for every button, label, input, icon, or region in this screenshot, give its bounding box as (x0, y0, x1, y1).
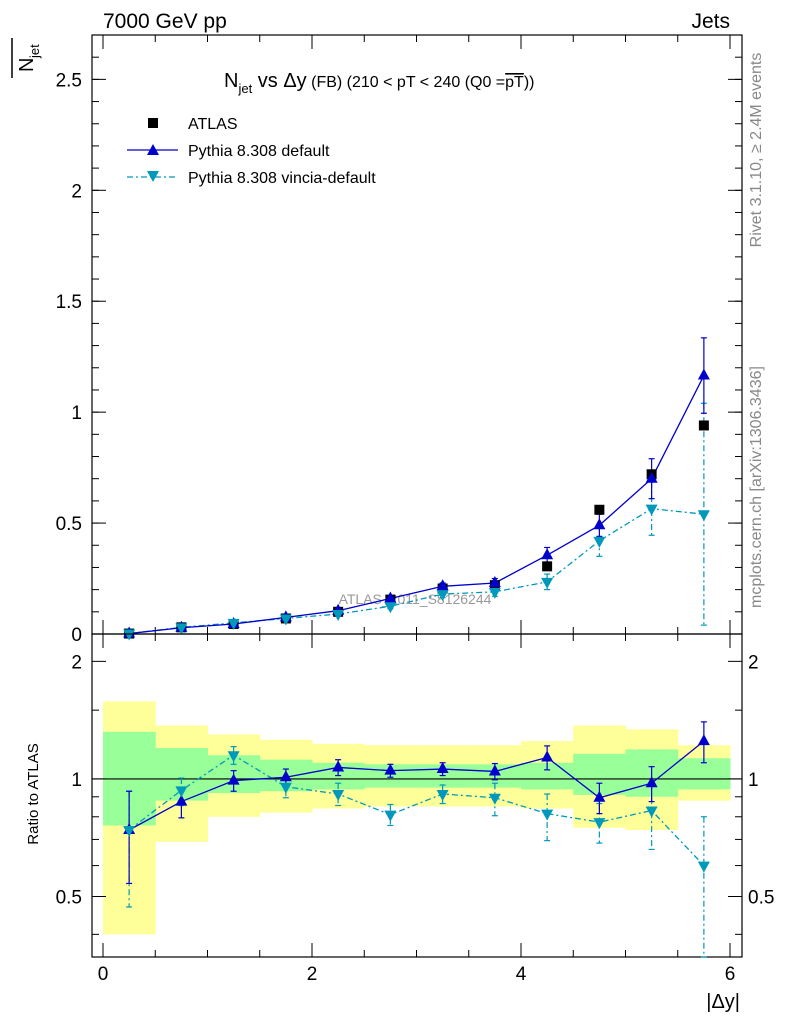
ratio-vincia-point (697, 861, 710, 873)
main-vincia-point (384, 602, 397, 614)
main-y-tick-label: 1 (71, 403, 82, 424)
main-y-label: N jet (11, 38, 42, 78)
ratio-y-tick-label-right: 1 (748, 770, 759, 791)
ratio-vincia-point (593, 818, 606, 830)
main-atlas-point (542, 561, 553, 572)
x-axis-label: |Δy| (706, 991, 740, 1013)
ratio-vincia-point (541, 809, 554, 821)
ratio-default-point (436, 762, 449, 774)
main-vincia-point (645, 504, 658, 516)
ratio-default-point (175, 794, 188, 806)
mcplots-label: mcplots.cern.ch [arXiv:1306.3436] (748, 366, 765, 608)
ratio-x-tick-label: 0 (98, 964, 109, 985)
ratio-vincia-point (436, 789, 449, 801)
main-y-label-n: N (16, 58, 38, 72)
main-vincia-point (279, 614, 292, 626)
ratio-vincia-point (123, 826, 136, 838)
ratio-x-tick-label: 4 (516, 964, 527, 985)
ratio-vincia-point (227, 751, 240, 763)
main-default-point (697, 368, 710, 380)
title-pt: pT (505, 74, 524, 91)
main-default-point (488, 575, 501, 587)
title-close: )) (524, 74, 535, 91)
main-y-tick-label: 0 (71, 625, 82, 646)
main-y-label-sub: jet (27, 44, 42, 59)
main-vincia-point (332, 610, 345, 622)
legend-label-default: Pythia 8.308 default (188, 143, 330, 160)
ratio-y-tick-label: 2 (71, 652, 82, 673)
legend-label-atlas: ATLAS (188, 116, 238, 133)
main-atlas-point (698, 420, 709, 431)
legend-label-vincia: Pythia 8.308 vincia-default (188, 170, 376, 187)
ratio-default-point (697, 734, 710, 746)
header-right: Jets (691, 10, 730, 33)
title-fb: (FB) (307, 74, 347, 91)
main-vincia-point (175, 623, 188, 635)
title-rest: (210 < pT < 240 (Q0 = (347, 74, 505, 91)
main-default-point (645, 471, 658, 483)
title-dy: Δy (283, 70, 306, 92)
main-y-tick-label: 2 (71, 181, 82, 202)
header-left: 7000 GeV pp (103, 10, 227, 33)
legend-marker-default (147, 144, 159, 155)
ratio-vincia-point (279, 782, 292, 794)
ratio-x-tick-label: 2 (307, 964, 318, 985)
main-vincia-point (227, 618, 240, 630)
legend-marker-vincia (147, 171, 159, 182)
ratio-series-vincia-line (128, 754, 705, 867)
ratio-default-point (541, 750, 554, 762)
ratio-default-point (593, 790, 606, 802)
main-default-point (384, 591, 397, 603)
ratio-default-point (279, 770, 292, 782)
title-vs: vs (252, 70, 283, 92)
main-default-point (593, 518, 606, 530)
main-title: Njet vs Δy (FB) (210 < pT < 240 (Q0 =pT)… (224, 70, 534, 96)
title-n: N (224, 70, 238, 92)
main-vincia-point (123, 629, 136, 641)
legend-marker-atlas (148, 118, 158, 128)
analysis-watermark: ATLAS_2011_S8126244 (339, 591, 492, 607)
ratio-default-point (645, 776, 658, 788)
main-panel: 0 0.5 1 1.5 2 2.5 (56, 34, 743, 646)
ratio-y-tick-label: 1 (71, 770, 82, 791)
ratio-vincia-point (488, 793, 501, 805)
ratio-default-point (384, 763, 397, 775)
ratio-y-tick-label-right: 0.5 (748, 888, 774, 909)
ratio-vincia-point (175, 786, 188, 798)
ratio-panel: 0 2 4 6 0.5 0.5 1 1 2 2 (56, 633, 774, 985)
main-y-tick-label: 2.5 (56, 70, 82, 91)
legend: ATLAS Pythia 8.308 default Pythia 8.308 … (127, 116, 376, 187)
rivet-label: Rivet 3.1.10, ≥ 2.4M events (748, 53, 765, 248)
main-vincia-point (593, 536, 606, 548)
ratio-band-inner (677, 758, 731, 790)
ratio-default-point (488, 764, 501, 776)
main-vincia-point (436, 590, 449, 602)
ratio-y-tick-label: 0.5 (56, 888, 82, 909)
main-vincia-point (541, 577, 554, 589)
main-series-vincia-line (129, 507, 704, 635)
ratio-vincia-point (332, 789, 345, 801)
main-atlas-point (594, 504, 605, 515)
ratio-series-default-line (128, 740, 705, 831)
ratio-default-point (227, 773, 240, 785)
ratio-y-label: Ratio to ATLAS (25, 743, 42, 844)
main-vincia-point (697, 510, 710, 522)
title-jet: jet (237, 81, 252, 96)
main-y-tick-label: 1.5 (56, 292, 82, 313)
ratio-y-tick-label-right: 2 (748, 652, 759, 673)
main-series-default-line (129, 375, 705, 635)
ratio-x-tick-label: 6 (725, 964, 736, 985)
ratio-vincia-point (384, 810, 397, 822)
ratio-default-point (332, 760, 345, 772)
main-default-point (541, 548, 554, 560)
main-y-tick-label: 0.5 (56, 514, 82, 535)
ratio-vincia-point (645, 806, 658, 818)
main-default-point (436, 579, 449, 591)
main-vincia-point (488, 587, 501, 599)
